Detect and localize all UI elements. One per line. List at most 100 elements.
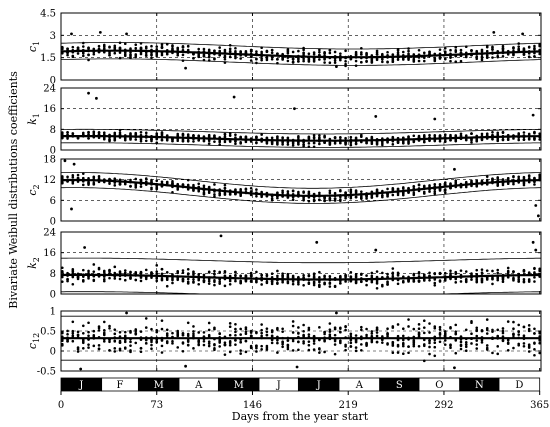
scatter-point [113, 328, 117, 331]
scatter-point [134, 329, 138, 333]
scatter-point [396, 343, 400, 347]
scatter-point [144, 45, 148, 49]
scatter-point [433, 192, 437, 196]
scatter-point [97, 267, 101, 271]
scatter-point [328, 189, 332, 193]
scatter-point [328, 328, 332, 331]
scatter-point [139, 279, 143, 283]
scatter-point [281, 191, 284, 195]
scatter-point [281, 189, 284, 193]
scatter-point [312, 198, 316, 202]
scatter-point [218, 49, 221, 53]
scatter-point [517, 330, 521, 333]
scatter-point [202, 339, 206, 343]
scatter-point [134, 341, 138, 345]
scatter-point [522, 334, 526, 337]
scatter-point [512, 174, 515, 178]
scatter-point [506, 349, 510, 352]
scatter-point [485, 56, 489, 60]
scatter-point [417, 48, 421, 52]
scatter-point [255, 57, 258, 61]
scatter-point [349, 271, 353, 274]
scatter-point [186, 272, 190, 275]
scatter-point [155, 264, 159, 267]
scatter-point [344, 328, 347, 332]
scatter-point [307, 340, 311, 343]
scatter-point [381, 341, 384, 344]
scatter-point [155, 328, 159, 332]
scatter-point [270, 57, 274, 61]
scatter-point [218, 140, 221, 144]
scatter-point [123, 347, 127, 350]
scatter-point [66, 137, 69, 140]
scatter-point [61, 131, 64, 134]
outlier-point [521, 32, 525, 36]
scatter-point [265, 58, 269, 62]
scatter-point [255, 344, 258, 348]
scatter-point [207, 139, 211, 143]
scatter-point [61, 280, 64, 283]
scatter-point [454, 332, 458, 335]
scatter-point [76, 173, 80, 177]
scatter-point [270, 272, 274, 276]
scatter-point [417, 59, 421, 63]
month-label: J [316, 380, 321, 391]
scatter-point [102, 329, 106, 332]
scatter-point [412, 60, 416, 63]
scatter-point [276, 339, 279, 342]
scatter-point [244, 339, 248, 343]
scatter-point [470, 141, 473, 144]
y-tick-label: 6 [50, 196, 56, 207]
mean-line [61, 135, 541, 142]
scatter-point [181, 133, 185, 136]
scatter-point [375, 58, 379, 62]
scatter-point [522, 278, 526, 281]
scatter-point [412, 280, 416, 283]
scatter-point [181, 139, 185, 143]
scatter-point [81, 346, 85, 350]
scatter-point [318, 191, 321, 195]
scatter-point [391, 272, 395, 276]
scatter-point [422, 56, 426, 59]
scatter-point [454, 270, 458, 274]
scatter-point [260, 133, 263, 136]
scatter-point [370, 271, 374, 275]
scatter-point [302, 334, 305, 337]
scatter-point [97, 47, 101, 51]
scatter-point [506, 270, 510, 274]
scatter-point [150, 178, 153, 182]
scatter-point [291, 198, 295, 202]
y-tick-label: 0 [50, 290, 56, 301]
scatter-point [291, 57, 295, 61]
scatter-point [234, 188, 237, 191]
y-tick-label: 3 [50, 31, 56, 42]
scatter-point [76, 347, 80, 351]
scatter-point [396, 338, 400, 342]
scatter-point [139, 271, 143, 275]
scatter-point [496, 271, 500, 275]
scatter-point [150, 53, 153, 57]
scatter-point [228, 55, 232, 59]
scatter-point [485, 332, 489, 335]
scatter-point [197, 273, 201, 276]
scatter-point [412, 185, 416, 188]
scatter-point [464, 343, 468, 346]
panel-frame [60, 12, 542, 81]
scatter-point [202, 47, 206, 51]
scatter-point [323, 61, 326, 64]
scatter-point [160, 278, 164, 282]
scatter-point [349, 188, 353, 192]
scatter-point [155, 47, 159, 51]
scatter-point [365, 141, 368, 145]
scatter-point [370, 195, 374, 199]
scatter-point [155, 276, 159, 280]
outlier-point [453, 167, 456, 171]
scatter-point [533, 271, 536, 274]
scatter-point [291, 282, 295, 286]
scatter-point [265, 327, 269, 330]
scatter-point [464, 185, 468, 189]
scatter-point [522, 280, 526, 284]
scatter-point [297, 135, 300, 138]
scatter-point [344, 136, 347, 140]
scatter-point [181, 279, 185, 283]
